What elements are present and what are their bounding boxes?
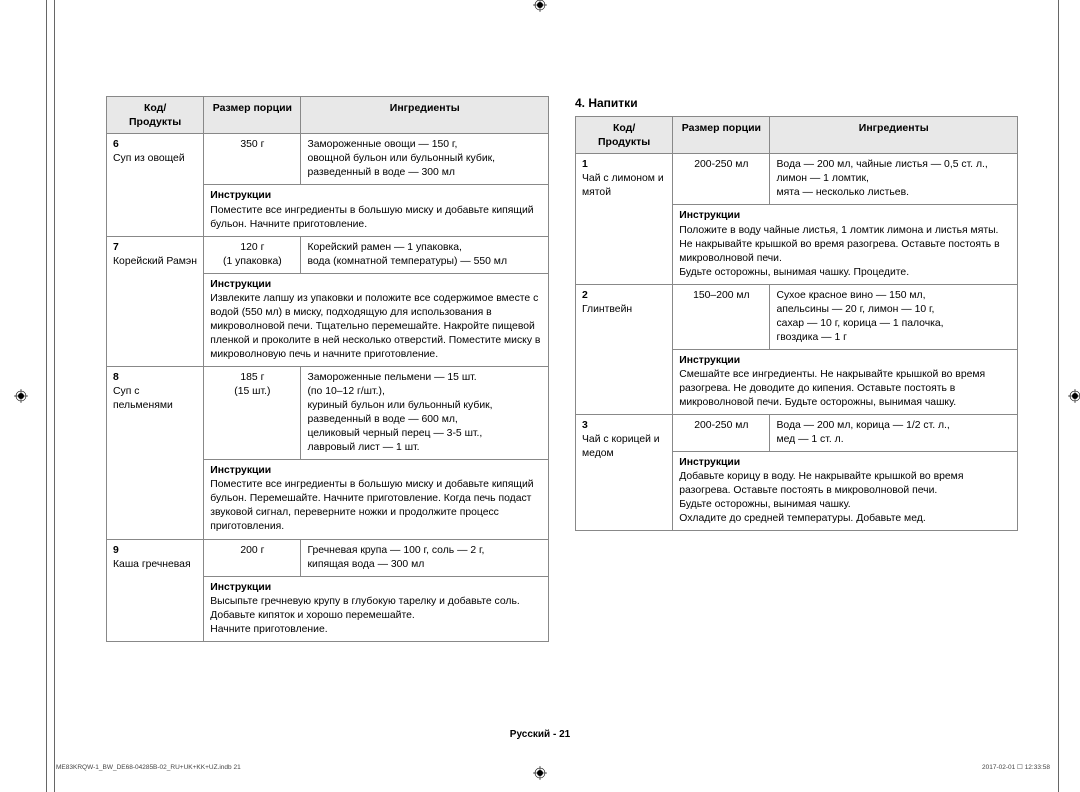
th-portion: Размер порции [673,117,770,154]
th-ingredients: Ингредиенты [770,117,1018,154]
th-portion: Размер порции [204,97,301,134]
cell-code: 7Корейский Рамэн [107,236,204,366]
cell-instructions: ИнструкцииИзвлеките лапшу из упаковки и … [204,273,549,366]
cell-instructions: ИнструкцииВысыпьте гречневую крупу в глу… [204,576,549,641]
cell-code: 6Суп из овощей [107,134,204,236]
cell-portion: 185 г(15 шт.) [204,367,301,460]
cell-code: 9Каша гречневая [107,539,204,641]
left-column: Код/Продукты Размер порции Ингредиенты 6… [106,96,549,642]
recipes-table-right: Код/Продукты Размер порции Ингредиенты 1… [575,116,1018,531]
page-footer-center: Русский - 21 [510,729,570,740]
cell-portion: 200-250 мл [673,415,770,452]
cell-ingredients: Сухое красное вино — 150 мл,апельсины — … [770,284,1018,349]
cell-portion: 200-250 мл [673,154,770,205]
right-column: 4. Напитки Код/Продукты Размер порции Ин… [575,96,1018,642]
cell-code: 1Чай с лимоном и мятой [576,154,673,284]
th-code: Код/Продукты [107,97,204,134]
cell-code: 3Чай с корицей и медом [576,415,673,531]
beverages-title: 4. Напитки [575,96,1018,110]
registration-mark-bottom [533,766,547,780]
cell-instructions: ИнструкцииПоложите в воду чайные листья,… [673,205,1018,284]
cell-ingredients: Замороженные овощи — 150 г,овощной бульо… [301,134,549,185]
cell-instructions: ИнструкцииПоместите все ингредиенты в бо… [204,460,549,539]
cell-instructions: ИнструкцииДобавьте корицу в воду. Не нак… [673,452,1018,531]
cell-ingredients: Гречневая крупа — 100 г, соль — 2 г,кипя… [301,539,549,576]
cell-portion: 350 г [204,134,301,185]
registration-mark-top [533,0,547,12]
registration-mark-left [14,389,28,403]
cell-portion: 200 г [204,539,301,576]
page-footer-left: ME83KRQW-1_BW_DE68-04285B-02_RU+UK+KK+UZ… [56,764,241,771]
recipes-table-left: Код/Продукты Размер порции Ингредиенты 6… [106,96,549,642]
registration-mark-right [1068,389,1080,403]
cell-portion: 150–200 мл [673,284,770,349]
cell-ingredients: Вода — 200 мл, чайные листья — 0,5 ст. л… [770,154,1018,205]
cell-instructions: ИнструкцииСмешайте все ингредиенты. Не н… [673,349,1018,414]
th-code: Код/Продукты [576,117,673,154]
cell-ingredients: Замороженные пельмени — 15 шт.(по 10–12 … [301,367,549,460]
cell-code: 8Суп с пельменями [107,367,204,540]
cell-instructions: ИнструкцииПоместите все ингредиенты в бо… [204,185,549,236]
cell-ingredients: Вода — 200 мл, корица — 1/2 ст. л.,мед —… [770,415,1018,452]
cell-code: 2Глинтвейн [576,284,673,414]
cell-portion: 120 г(1 упаковка) [204,236,301,273]
cell-ingredients: Корейский рамен — 1 упаковка,вода (комна… [301,236,549,273]
th-ingredients: Ингредиенты [301,97,549,134]
page-footer-right: 2017-02-01 ☐ 12:33:58 [982,763,1050,771]
